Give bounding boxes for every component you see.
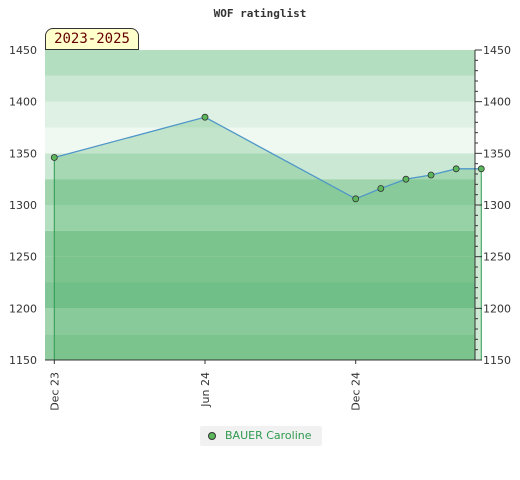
legend-marker: [208, 432, 216, 440]
band: [45, 205, 475, 231]
data-point: [201, 113, 209, 121]
x-tick-label: Jun 24: [199, 372, 212, 408]
y-tick-label-left: 1350: [9, 147, 37, 160]
y-tick-label-left: 1450: [9, 44, 37, 57]
series-points: [50, 113, 485, 203]
y-tick-label-right: 1400: [483, 96, 511, 109]
band: [45, 230, 475, 257]
y-tick-label-left: 1250: [9, 251, 37, 264]
band: [45, 179, 475, 205]
y-tick-label-right: 1350: [483, 147, 511, 160]
x-tick-label: Dec 23: [48, 372, 61, 411]
data-point: [477, 165, 485, 173]
chart-title: WOF ratinglist: [214, 7, 307, 20]
series-polyline: [54, 116, 482, 200]
y-tick-label-right: 1450: [483, 44, 511, 57]
y-axis-right: 1150 1200 1250 1300 1350 1400 1450: [474, 44, 511, 367]
legend-series-name: BAUER Caroline: [225, 429, 312, 442]
y-tick-label-right: 1200: [483, 302, 511, 315]
data-point: [50, 154, 58, 161]
x-tick-label: Dec 24: [350, 372, 363, 411]
data-point: [452, 165, 460, 173]
band: [45, 153, 475, 180]
series-area: [54, 117, 482, 361]
band: [45, 75, 475, 102]
legend[interactable]: BAUER Caroline: [200, 426, 322, 446]
y-tick-label-left: 1200: [9, 302, 37, 315]
period-label: 2023-2025: [45, 28, 139, 50]
series-drop-lines: [53, 157, 482, 360]
y-tick-label-left: 1400: [9, 96, 37, 109]
band: [45, 308, 475, 335]
series-area-fill: [54, 117, 482, 361]
y-tick-label-right: 1250: [483, 251, 511, 264]
y-axis-left: 1150 1200 1250 1300 1350 1400 1450: [9, 44, 37, 367]
band: [45, 282, 475, 309]
data-point: [402, 175, 410, 183]
data-point: [352, 195, 360, 203]
series-line: [54, 116, 482, 200]
band: [45, 334, 475, 360]
y-tick-label-left: 1300: [9, 199, 37, 212]
band: [45, 50, 475, 76]
data-point: [377, 185, 385, 192]
band: [45, 101, 475, 128]
y-tick-label-right: 1300: [483, 199, 511, 212]
y-tick-label-right: 1150: [483, 354, 511, 367]
x-axis: Dec 23 Jun 24 Dec 24: [45, 359, 475, 411]
data-point: [427, 171, 435, 179]
band: [45, 256, 475, 283]
y-tick-label-left: 1150: [9, 354, 37, 367]
